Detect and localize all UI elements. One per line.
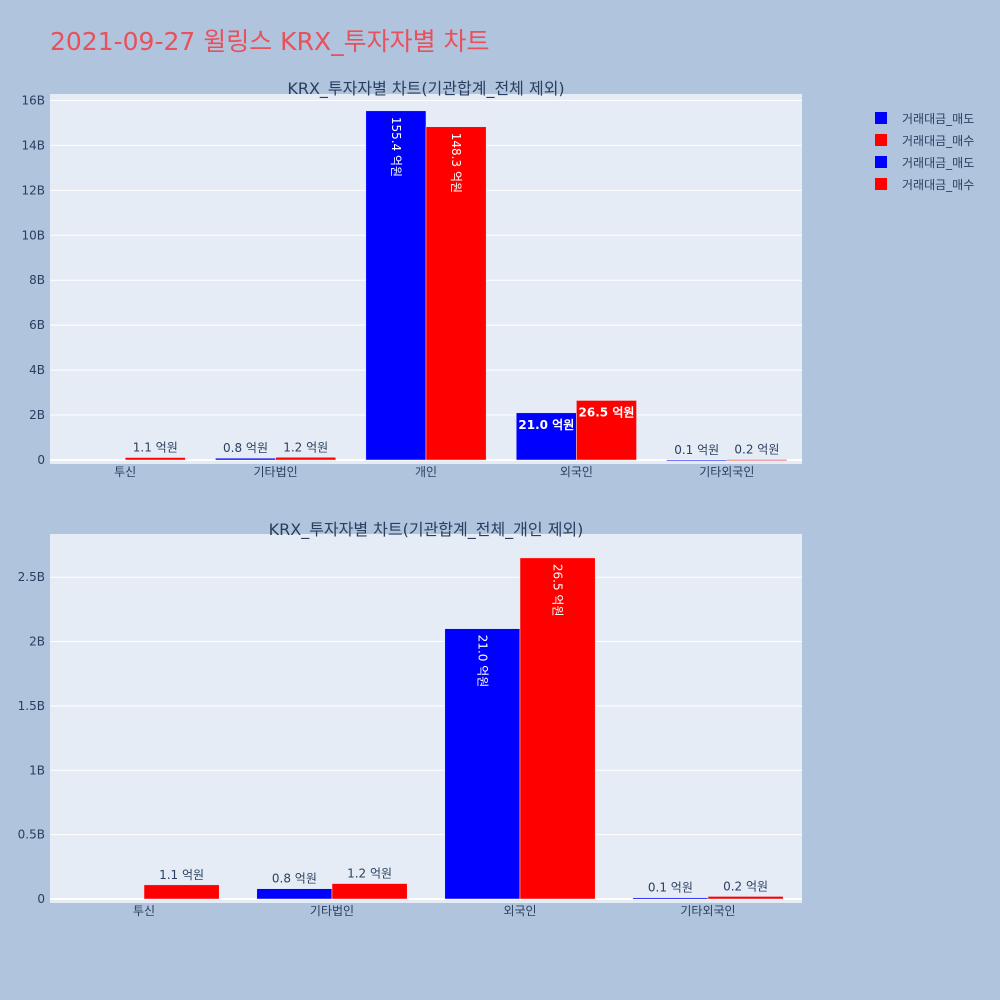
legend-swatch [875,112,887,124]
chart-title: KRX_투자자별 차트(기관합계_전체_개인 제외) [269,520,584,540]
bar-value-label: 0.2 억원 [723,879,768,893]
bar-value-label: 21.0 억원 [475,635,489,688]
bar-buy [124,457,186,461]
legend-item-sell[interactable]: 거래대금_매도 [875,107,974,129]
bar-buy [331,883,408,900]
bar-value-label: 26.5 억원 [579,405,635,419]
bar-sell [215,457,276,461]
bar-buy [576,400,637,461]
bar-sell [632,897,709,900]
legend-label: 거래대금_매수 [902,133,975,148]
y-tick-label: 2.5B [18,570,45,584]
legend-item-sell[interactable]: 거래대금_매도 [875,151,974,173]
bar-sell [444,628,521,900]
bar-sell [515,412,577,461]
y-tick-label: 2B [29,635,45,649]
legend-item-buy[interactable]: 거래대금_매수 [875,129,974,151]
bar-buy [143,884,220,900]
bar-value-label: 0.2 억원 [734,443,779,457]
y-tick-label: 12B [21,183,45,197]
legend: 거래대금_매도 거래대금_매수 거래대금_매도 거래대금_매수 [875,107,974,195]
bar-value-label: 0.8 억원 [272,872,317,886]
legend-swatch [875,134,887,146]
y-tick-label: 16B [21,93,45,107]
bar-sell [256,888,333,900]
y-tick-label: 0 [37,453,45,467]
legend-label: 거래대금_매도 [902,111,975,126]
x-tick-label: 투신 [133,904,155,918]
y-tick-label: 8B [29,273,45,287]
x-tick-label: 외국인 [503,904,536,918]
y-tick-label: 0.5B [18,828,45,842]
x-tick-label: 투신 [114,465,136,479]
bar-buy [707,896,784,900]
legend-label: 거래대금_매수 [902,177,975,192]
chart-title: KRX_투자자별 차트(기관합계_전체 제외) [287,79,564,99]
x-tick-label: 기타법인 [254,465,298,479]
y-tick-label: 14B [21,138,45,152]
bar-buy [726,459,788,461]
y-tick-label: 10B [21,228,45,242]
y-tick-label: 1B [29,763,45,777]
y-tick-label: 2B [29,408,45,422]
bar-value-label: 1.2 억원 [347,867,392,881]
bar-value-label: 148.3 억원 [449,133,463,193]
legend-label: 거래대금_매도 [902,155,975,170]
bar-value-label: 26.5 억원 [551,564,565,617]
bar-value-label: 1.2 억원 [283,440,328,454]
legend-swatch [875,156,887,168]
bar-value-label: 0.1 억원 [674,443,719,457]
plot-area [50,534,802,903]
bar-value-label: 155.4 억원 [389,117,403,177]
bar-buy [519,557,596,900]
y-tick-label: 4B [29,363,45,377]
legend-swatch [875,178,887,190]
y-tick-label: 0 [37,892,45,906]
x-tick-label: 기타외국인 [680,904,735,918]
bar-value-label: 0.8 억원 [223,441,268,455]
bar-sell [365,110,427,461]
y-tick-label: 6B [29,318,45,332]
legend-item-buy[interactable]: 거래대금_매수 [875,173,974,195]
x-tick-label: 기타외국인 [699,465,754,479]
page-title: 2021-09-27 윌링스 KRX_투자자별 차트 [50,27,490,56]
bar-value-label: 0.1 억원 [648,881,693,895]
x-tick-label: 개인 [415,465,437,479]
bar-buy [275,457,337,461]
y-tick-label: 1.5B [18,699,45,713]
bar-buy [425,126,487,461]
x-tick-label: 외국인 [560,465,593,479]
bar-value-label: 21.0 억원 [518,418,574,432]
bar-value-label: 1.1 억원 [133,441,178,455]
bar-value-label: 1.1 억원 [159,868,204,882]
bar-sell [666,459,728,462]
x-tick-label: 기타법인 [310,904,354,918]
